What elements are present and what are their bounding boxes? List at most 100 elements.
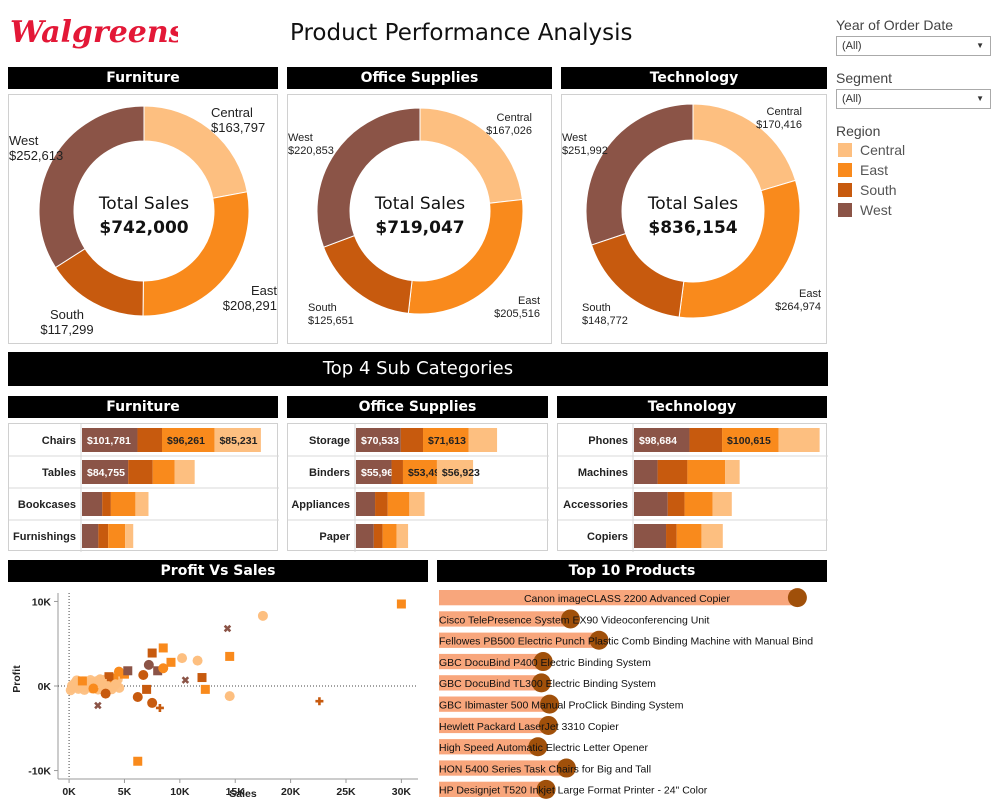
subcategory-bar-west [634,428,690,452]
donut-label-central: Central [497,112,532,124]
scatter-point-cross [155,703,164,712]
subcategory-bar-west [356,524,374,548]
legend-item-east[interactable]: East [838,162,888,178]
subcategory-bar-west [634,524,667,548]
donut-value-east: $264,974 [775,301,821,313]
top10-marker [533,652,553,672]
legend-label: East [860,162,889,178]
subcategory-bar-central [409,492,425,516]
donut-label-east: East [518,295,540,307]
legend-item-south[interactable]: South [838,182,897,198]
subcategory-bar-west [634,460,658,484]
donut-slice-west [585,103,694,246]
segment-filter-value: (All) [842,93,862,105]
subcategory-bar-central [125,524,134,548]
scatter-point-square [396,599,406,609]
top10-product-label: Cisco TelePresence System EX90 Videoconf… [439,614,710,626]
top10-marker [536,779,556,799]
subcategory-label: Bookcases [18,499,76,511]
subcategory-bar-east [684,492,713,516]
donut-total-value: $836,154 [648,218,737,238]
subcategory-bar-south [400,428,424,452]
segment-filter-select[interactable]: (All) ▼ [836,89,991,109]
top10-product-label: HP Designjet T520 Inkjet Large Format Pr… [439,785,708,797]
subcategory-label: Furnishings [13,531,76,543]
subcategory-label: Paper [319,531,350,543]
scatter-point-circle [143,659,154,670]
donut-slice-east [407,199,524,315]
donut-total-label: Total Sales [374,194,465,214]
subcategory-bar-south [98,524,109,548]
subcategory-bar-east [108,524,126,548]
scatter-point-circle [177,653,188,664]
profit-vs-sales-header: Profit Vs Sales [8,560,428,582]
donut-value-south: $117,299 [40,322,93,337]
subcat-office-supplies-header: Office Supplies [287,396,548,418]
top10-bar [439,632,599,648]
subcategory-bar-east [423,428,469,452]
subcategory-bar-central [712,492,732,516]
scatter-point-square [104,672,114,682]
legend-swatch [838,183,852,197]
subcategory-label: Chairs [42,435,76,447]
top10-bar [439,611,571,627]
top10-product-label: Fellowes PB500 Electric Punch Plastic Co… [439,636,813,648]
donut-label-east: East [251,283,277,298]
scatter-point-circle [138,670,149,681]
donut-value-west: $220,853 [288,145,334,157]
donut-value-west: $252,613 [9,148,63,163]
subcategory-label: Copiers [587,531,628,543]
donut-value-central: $167,026 [486,125,532,137]
profit-vs-sales-panel: 10K 0K -10K 0K 5K 10K 15K 20K 25K 30K Sales Profit [8,587,428,801]
scatter-point-circle [132,691,143,702]
legend-swatch [838,203,852,217]
year-filter-select[interactable]: (All) ▼ [836,36,991,56]
subcategory-bar-west [82,428,138,452]
subcategory-bar-west [356,428,401,452]
scatter-point-circle [113,666,124,677]
top10-bar [439,696,550,712]
x-tick-label: 30K [392,786,412,798]
subcategory-bar-west [82,460,129,484]
subcat-technology-bars: Phones $98,684 $100,615 Machines Accessories… [558,424,828,552]
top10-bar [439,781,547,797]
scatter-point-square [200,684,210,694]
office-supplies-header: Office Supplies [287,67,552,89]
donut-total-value: $742,000 [99,218,188,238]
x-axis-title: Sales [229,788,257,800]
scatter-point-cross [223,624,232,633]
subcategory-bar-label: $100,615 [727,435,771,447]
scatter-point-square [147,648,157,658]
y-tick-label: 0K [38,681,52,693]
donut-value-south: $148,772 [582,315,628,327]
donut-label-central: Central [767,106,802,118]
subcategory-bar-south [128,460,153,484]
subcat-office-supplies-panel: Storage $70,533 $71,613 Binders $55,961 $53,4… [287,423,549,552]
scatter-point-circle [158,663,169,674]
scatter-point-circle [88,683,99,694]
subcategory-bar-label: $70,533 [361,435,399,447]
x-tick-label: 20K [281,786,301,798]
scatter-point-square [123,666,133,676]
top10-marker [556,758,576,778]
scatter-point-square [153,666,163,676]
top10-product-label: High Speed Automatic Electric Letter Ope… [439,742,648,754]
scatter-point-cross [315,697,324,706]
scatter-point-circle [100,688,111,699]
x-tick-label: 5K [118,786,132,798]
legend-item-west[interactable]: West [838,202,892,218]
subcategory-bar-east [152,460,175,484]
top10-marker [531,673,551,693]
subcategory-bar-west [82,492,103,516]
subcategory-bar-west [82,524,99,548]
scatter-point-square [158,643,168,653]
donut-value-east: $205,516 [494,308,540,320]
segment-filter-label: Segment [836,70,893,86]
year-filter-value: (All) [842,40,862,52]
subcategory-bar-east [387,492,410,516]
y-axis-title: Profit [11,665,23,693]
x-tick-label: 25K [336,786,356,798]
legend-item-central[interactable]: Central [838,142,905,158]
scatter-point-square [197,673,207,683]
donut-label-south: South [582,302,611,314]
